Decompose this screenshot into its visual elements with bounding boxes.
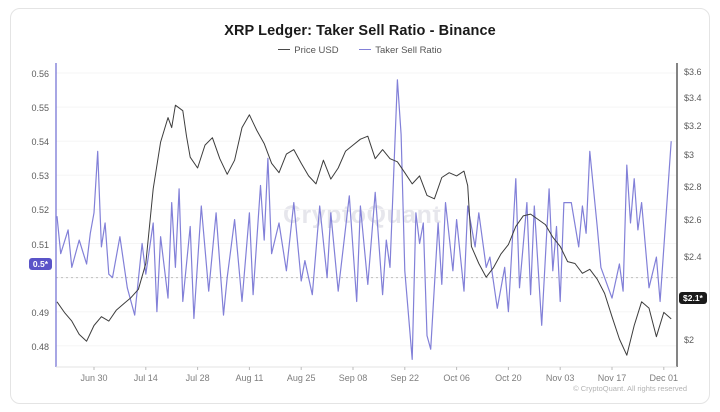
x-axis-tick: Jun 30 bbox=[80, 373, 108, 383]
left-axis-tick: 0.54 bbox=[31, 137, 49, 148]
legend-label-price-usd: Price USD bbox=[294, 45, 339, 56]
taker-sell-ratio-line bbox=[56, 79, 672, 360]
left-axis-tick: 0.53 bbox=[31, 171, 49, 182]
left-axis-tick: 0.51 bbox=[31, 239, 49, 250]
legend-item-price-usd[interactable]: Price USD bbox=[278, 45, 339, 56]
left-axis-tick: 0.55 bbox=[31, 103, 49, 114]
x-axis-tick: Sep 08 bbox=[338, 373, 368, 383]
right-axis-tick: $3.6 bbox=[684, 67, 702, 77]
legend-item-taker-sell-ratio[interactable]: Taker Sell Ratio bbox=[359, 45, 442, 56]
right-axis-tick: $3.4 bbox=[684, 93, 702, 104]
x-axis-tick: Aug 25 bbox=[286, 373, 316, 383]
chart-canvas[interactable] bbox=[11, 9, 709, 403]
legend-label-taker-sell-ratio: Taker Sell Ratio bbox=[375, 45, 442, 56]
x-axis-tick: Oct 20 bbox=[495, 373, 522, 383]
left-axis-tick: 0.48 bbox=[31, 341, 49, 352]
left-axis-tick: 0.56 bbox=[31, 69, 49, 79]
right-axis-tick: $3.2 bbox=[684, 120, 702, 131]
chart-title: XRP Ledger: Taker Sell Ratio - Binance bbox=[224, 23, 496, 39]
x-axis-tick: Nov 17 bbox=[597, 373, 627, 383]
price-usd-line-swatch bbox=[278, 49, 291, 50]
right-axis-tick: $3 bbox=[684, 150, 695, 161]
price-value-badge: $2.1* bbox=[679, 291, 707, 305]
copyright-note: © CryptoQuant. All rights reserved bbox=[573, 384, 687, 393]
chart-legend: Price USD Taker Sell Ratio bbox=[11, 45, 709, 56]
right-axis-tick: $2.6 bbox=[684, 215, 702, 226]
x-axis-tick: Dec 01 bbox=[649, 373, 679, 383]
x-axis-tick: Jul 14 bbox=[133, 373, 158, 383]
left-axis-tick: 0.52 bbox=[31, 205, 49, 216]
right-axis-tick: $2.8 bbox=[684, 181, 702, 192]
x-axis-tick: Sep 22 bbox=[390, 373, 420, 383]
taker-sell-ratio-value-badge: 0.5* bbox=[28, 257, 52, 271]
right-axis-tick: $2 bbox=[684, 334, 695, 345]
x-axis-tick: Oct 06 bbox=[443, 373, 470, 383]
price-usd-line bbox=[56, 104, 672, 356]
left-axis-tick: 0.49 bbox=[31, 307, 49, 318]
chart-card: XRP Ledger: Taker Sell Ratio - Binance P… bbox=[10, 8, 710, 404]
x-axis-tick: Jul 28 bbox=[185, 373, 210, 383]
right-axis-tick: $2.4 bbox=[684, 251, 702, 262]
taker-sell-ratio-line-swatch bbox=[359, 49, 372, 50]
x-axis-tick: Nov 03 bbox=[545, 373, 575, 383]
x-axis-tick: Aug 11 bbox=[235, 373, 264, 383]
